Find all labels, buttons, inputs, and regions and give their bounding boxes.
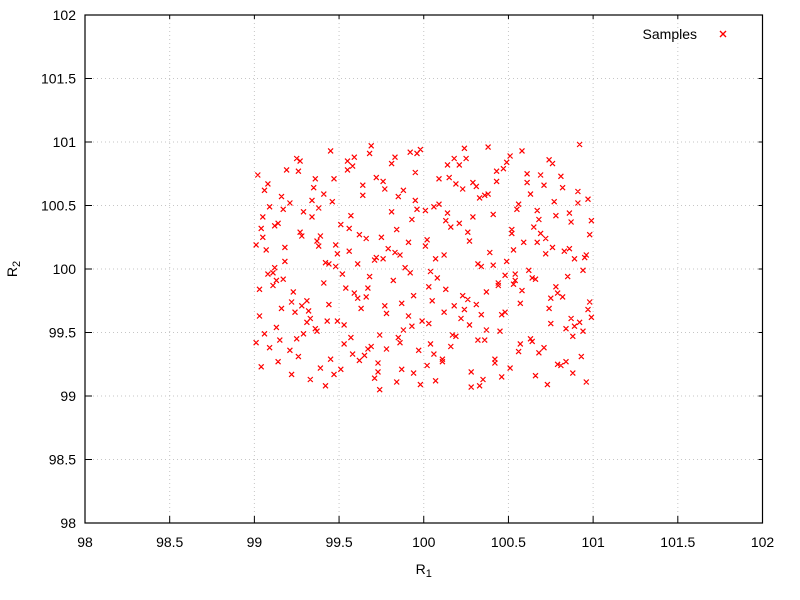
x-tick-label: 99 bbox=[247, 534, 263, 550]
x-tick-label: 101.5 bbox=[660, 534, 695, 550]
plot-border bbox=[84, 14, 764, 524]
x-tick-label: 99.5 bbox=[325, 534, 352, 550]
data-points bbox=[253, 141, 595, 393]
x-tick-label: 100 bbox=[412, 534, 436, 550]
y-tick-label: 100.5 bbox=[41, 198, 76, 214]
tick-labels: 98 98.5 99 99.5 100 100.5 101 101.5 102 98 98.5 99 9… bbox=[41, 7, 774, 550]
x-tick-label: 100.5 bbox=[491, 534, 526, 550]
y-tick-label: 100 bbox=[53, 261, 77, 277]
y-tick-label: 101.5 bbox=[41, 71, 76, 87]
y-tick-label: 102 bbox=[53, 7, 77, 23]
legend: Samples bbox=[643, 26, 727, 42]
y-tick-label: 99.5 bbox=[49, 325, 76, 341]
legend-marker-x-icon bbox=[719, 30, 727, 38]
y-tick-label: 101 bbox=[53, 134, 77, 150]
y-tick-label: 98.5 bbox=[49, 452, 76, 468]
x-tick-label: 98 bbox=[77, 534, 93, 550]
x-tick-label: 101 bbox=[581, 534, 605, 550]
y-tick-label: 98 bbox=[60, 515, 76, 531]
grid-lines bbox=[85, 15, 763, 523]
x-tick-label: 102 bbox=[751, 534, 775, 550]
y-tick-label: 99 bbox=[60, 388, 76, 404]
legend-label: Samples bbox=[643, 26, 697, 42]
x-tick-label: 98.5 bbox=[156, 534, 183, 550]
